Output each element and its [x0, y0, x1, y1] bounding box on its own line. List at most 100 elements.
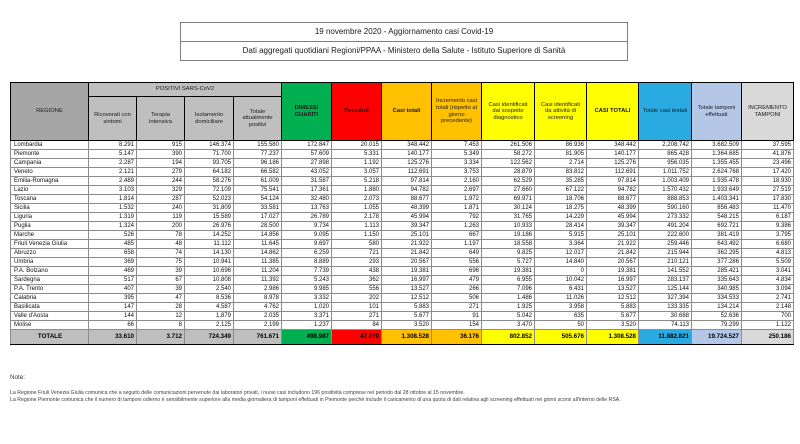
data-cell: 146.374 — [184, 140, 234, 150]
data-cell: 3.094 — [741, 284, 794, 294]
data-cell: 215.944 — [638, 248, 692, 258]
data-cell: 27.660 — [481, 185, 535, 195]
data-cell: 28.879 — [481, 167, 535, 177]
table-row: P.A. Trento 407 39 2.540 2.986 9.985 556 13.527… — [10, 284, 794, 294]
data-cell: 77.237 — [233, 149, 282, 159]
data-cell: 856.483 — [691, 203, 742, 213]
totale-cell: 1.308.528 — [586, 329, 639, 345]
data-cell: 6.955 — [481, 275, 535, 285]
data-cell: 1.879 — [184, 311, 234, 321]
totale-cell: 250.186 — [741, 329, 794, 345]
data-cell: 43.052 — [281, 167, 332, 177]
data-cell: 1.003.409 — [638, 176, 692, 186]
data-cell: 25.101 — [381, 230, 432, 240]
data-cell: 31.765 — [481, 212, 535, 222]
data-cell: 19.186 — [481, 230, 535, 240]
data-cell: 140.177 — [586, 149, 639, 159]
data-cell: 17.361 — [281, 185, 332, 195]
data-cell: 14.252 — [184, 230, 234, 240]
data-cell: 71.700 — [184, 149, 234, 159]
data-cell: 2.714 — [534, 158, 587, 168]
notes-section: Note: La Regione Friuli Venezia Giulia c… — [10, 374, 796, 404]
data-cell: 0 — [534, 266, 587, 276]
data-cell: 28.500 — [233, 221, 282, 231]
data-cell: 3.682.509 — [691, 140, 742, 150]
data-cell: 3.520 — [586, 320, 639, 330]
data-cell: 75.541 — [233, 185, 282, 195]
data-cell: 7.453 — [431, 140, 482, 150]
data-cell: 83.812 — [534, 167, 587, 177]
data-cell: 9.095 — [281, 230, 332, 240]
table-row: Toscana 1.814 287 52.023 54.124 32.480 2.073 88… — [10, 194, 794, 204]
data-cell: 14.856 — [233, 230, 282, 240]
data-cell: 66.582 — [233, 167, 282, 177]
region-name: P.A. Trento — [10, 284, 89, 294]
data-cell: 202 — [331, 293, 382, 303]
data-cell: 1.324 — [88, 221, 137, 231]
data-cell: 649 — [431, 248, 482, 258]
data-cell: 590.160 — [638, 203, 692, 213]
data-cell: 67.122 — [534, 185, 587, 195]
data-cell: 348.442 — [586, 140, 639, 150]
data-cell: 1.880 — [331, 185, 382, 195]
data-cell: 469 — [88, 266, 137, 276]
data-cell: 26.789 — [281, 212, 332, 222]
region-name: Puglia — [10, 221, 89, 231]
data-cell: 915 — [136, 140, 185, 150]
data-cell: 479 — [431, 275, 482, 285]
data-cell: 5.727 — [481, 257, 535, 267]
data-cell: 2.121 — [88, 167, 137, 177]
region-name: Piemonte — [10, 149, 89, 159]
data-cell: 1.570.432 — [638, 185, 692, 195]
data-cell: 283.137 — [638, 275, 692, 285]
data-cell: 1.319 — [88, 212, 137, 222]
data-cell: 74.113 — [638, 320, 692, 330]
data-cell: 125.144 — [638, 284, 692, 294]
data-cell: 5.883 — [586, 302, 639, 312]
data-cell: 11.385 — [233, 257, 282, 267]
header-row-2: Ricoverati con sintomi Terapia intensiva I… — [11, 96, 794, 141]
table-row: Sardegna 517 67 10.808 11.392 5.243 362 16.997 4… — [10, 275, 794, 285]
data-cell: 340.985 — [691, 284, 742, 294]
data-cell: 696 — [431, 266, 482, 276]
data-cell: 271 — [331, 311, 382, 321]
data-cell: 30.124 — [481, 203, 535, 213]
totale-cell: 724.349 — [184, 329, 234, 345]
data-cell: 491.204 — [638, 221, 692, 231]
data-cell: 792 — [431, 212, 482, 222]
data-cell: 3.334 — [431, 158, 482, 168]
data-cell: 39 — [136, 284, 185, 294]
data-cell: 381.419 — [691, 230, 742, 240]
totale-row: TOTALE 33.610 3.712 724.349 761.671 498.987 47… — [10, 329, 794, 345]
data-cell: 61.009 — [233, 176, 282, 186]
data-cell: 17.830 — [741, 194, 794, 204]
data-cell: 11.470 — [741, 203, 794, 213]
table-row: Sicilia 1.532 240 31.809 33.581 13.763 1.055 48… — [10, 203, 794, 213]
data-cell: 18.706 — [534, 194, 587, 204]
data-cell: 285.421 — [691, 266, 742, 276]
data-cell: 1.263 — [431, 221, 482, 231]
data-cell: 75 — [136, 257, 185, 267]
data-cell: 8.889 — [281, 257, 332, 267]
data-cell: 721 — [331, 248, 382, 258]
data-cell: 8 — [136, 320, 185, 330]
data-cell: 101 — [331, 302, 382, 312]
data-cell: 25.101 — [586, 230, 639, 240]
data-cell: 261.506 — [481, 140, 535, 150]
data-cell: 1.150 — [331, 230, 382, 240]
data-cell: 67 — [136, 275, 185, 285]
column-header-regione: REGIONE — [10, 82, 89, 141]
data-cell: 79.299 — [691, 320, 742, 330]
column-header: INCREMENTO TAMPONI — [741, 82, 794, 141]
table-row: Liguria 1.319 119 15.589 17.027 26.789 2.178 45… — [10, 212, 794, 222]
data-cell: 125.276 — [586, 158, 639, 168]
region-name: Toscana — [10, 194, 89, 204]
data-cell: 635 — [534, 311, 587, 321]
data-cell: 407 — [88, 284, 137, 294]
data-cell: 28 — [136, 302, 185, 312]
data-cell: 273.332 — [638, 212, 692, 222]
data-cell: 956.035 — [638, 158, 692, 168]
data-cell: 2.489 — [88, 176, 137, 186]
data-cell: 1.935.478 — [691, 176, 742, 186]
totale-cell: 3.712 — [136, 329, 185, 345]
